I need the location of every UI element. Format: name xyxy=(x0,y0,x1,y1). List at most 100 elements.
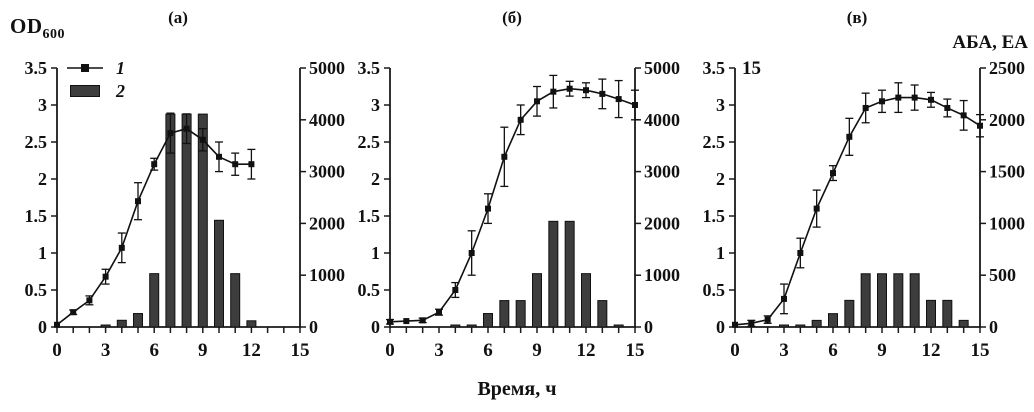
line-markers xyxy=(387,85,638,325)
square-marker xyxy=(135,198,141,205)
y-right-tick-label: 0 xyxy=(989,317,998,337)
bar xyxy=(548,220,559,328)
bar xyxy=(811,319,822,328)
y-right-tick-label: 500 xyxy=(989,265,1016,285)
square-marker xyxy=(748,320,755,327)
square-marker xyxy=(102,273,109,280)
square-marker xyxy=(232,161,239,168)
square-marker xyxy=(632,102,638,108)
square-marker xyxy=(199,136,206,143)
y-left-tick-label: 1 xyxy=(38,243,47,263)
square-marker xyxy=(615,96,622,103)
y-left-tick-label: 3.5 xyxy=(25,58,48,78)
bar xyxy=(499,300,510,328)
chart-panel-b: 0 3 6 9 12 15 0 0.5 1 1.5 2 2.5 3 3.5 0 1000 2000 3000 400… xyxy=(358,58,681,361)
legend-item-line: 1 xyxy=(66,58,125,78)
error-bars xyxy=(69,112,256,316)
square-marker xyxy=(566,85,573,92)
bar-series xyxy=(450,220,624,328)
bar-series xyxy=(100,113,257,328)
y-left-tick-label: 1.5 xyxy=(703,206,726,226)
legend-bar-label: 2 xyxy=(116,81,125,101)
square-marker xyxy=(387,318,393,325)
y-right-tick-label: 2000 xyxy=(309,213,345,233)
legend-line-label: 1 xyxy=(116,58,125,78)
x-tick-label: 15 xyxy=(971,340,990,361)
x-tick-label: 0 xyxy=(385,340,395,361)
bar xyxy=(100,324,111,328)
x-tick-label: 6 xyxy=(828,340,838,361)
panel-v-extra-label: 15 xyxy=(742,58,761,79)
axes xyxy=(56,68,301,328)
square-marker xyxy=(183,125,190,132)
square-marker xyxy=(944,104,951,111)
square-marker xyxy=(485,205,491,212)
y-left-axis-title-main: OD xyxy=(10,14,43,38)
y-left-tick-label: 0 xyxy=(716,317,725,337)
square-marker xyxy=(403,318,410,325)
square-marker xyxy=(732,321,738,328)
bar xyxy=(779,324,789,328)
y-right-tick-label: 1500 xyxy=(989,162,1025,182)
y-right-tick-label: 1000 xyxy=(309,265,345,285)
y-left-tick-label: 2.5 xyxy=(358,132,381,152)
square-marker xyxy=(70,309,77,316)
y-left-tick-label: 3 xyxy=(716,95,725,115)
square-marker xyxy=(86,297,93,304)
y-right-tick-label: 1000 xyxy=(644,265,680,285)
square-marker xyxy=(895,94,902,101)
y-left-ticks xyxy=(384,67,390,328)
y-left-axis-title-sub: 600 xyxy=(42,27,65,43)
square-marker xyxy=(501,153,508,160)
y-left-tick-label: 2 xyxy=(716,169,725,189)
bar xyxy=(893,273,904,328)
bar xyxy=(246,320,257,328)
bar-series-symbol xyxy=(70,85,100,97)
x-ticks xyxy=(734,327,981,333)
y-right-tick-label: 3000 xyxy=(644,162,680,182)
bar xyxy=(230,273,241,328)
y-left-tick-label: 3.5 xyxy=(703,58,726,78)
y-right-tick-label: 2000 xyxy=(644,213,680,233)
x-tick-label: 12 xyxy=(577,340,596,361)
square-marker xyxy=(452,287,459,293)
panel-v-title: (в) xyxy=(846,8,868,27)
y-left-tick-label: 0.5 xyxy=(358,280,381,300)
bar xyxy=(483,313,493,328)
square-marker xyxy=(977,122,983,129)
bar xyxy=(597,300,608,328)
square-marker xyxy=(862,104,869,111)
square-marker xyxy=(599,90,606,97)
chart-panel-v: 0 3 6 9 12 15 0 0.5 1 1.5 2 2.5 3 3.5 0 500 1000 1500 2000… xyxy=(703,58,1026,361)
square-marker xyxy=(436,309,442,316)
y-left-tick-label: 1 xyxy=(716,243,725,263)
square-marker xyxy=(118,244,125,251)
bar xyxy=(926,299,936,328)
y-left-tick-label: 0 xyxy=(371,317,380,337)
y-left-tick-label: 0.5 xyxy=(25,280,48,300)
x-ticks xyxy=(389,327,636,333)
y-left-tick-label: 2.5 xyxy=(703,132,726,152)
od-line xyxy=(734,96,981,326)
square-marker-icon xyxy=(81,64,89,72)
square-marker xyxy=(534,98,540,105)
y-right-tick-label: 1000 xyxy=(989,213,1025,233)
y-left-tick-label: 1 xyxy=(371,243,380,263)
y-right-tick-label: 2500 xyxy=(989,58,1025,78)
bar xyxy=(581,273,591,328)
y-right-tick-label: 2000 xyxy=(989,110,1025,130)
y-right-tick-label: 0 xyxy=(644,317,653,337)
square-marker xyxy=(419,317,426,324)
y-left-tick-label: 2 xyxy=(371,169,380,189)
square-marker xyxy=(167,130,174,137)
x-tick-label: 3 xyxy=(434,340,444,361)
bar xyxy=(909,273,920,328)
x-tick-label: 0 xyxy=(52,340,62,361)
square-marker xyxy=(781,295,787,302)
bar xyxy=(958,319,969,328)
x-tick-label: 6 xyxy=(483,340,493,361)
axes xyxy=(734,68,981,328)
square-marker xyxy=(517,116,524,123)
square-marker xyxy=(216,153,222,160)
bar xyxy=(564,220,575,328)
